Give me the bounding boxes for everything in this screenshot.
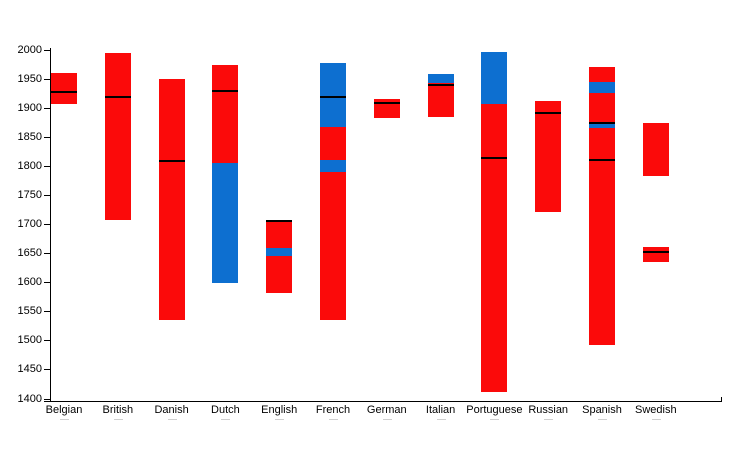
bar-segment-blue (427, 74, 454, 84)
y-tick (44, 253, 50, 255)
bar-segment-red (51, 73, 77, 104)
bar-segment-blue (320, 62, 346, 127)
bar-segment-red (320, 172, 346, 321)
category-label: English (261, 404, 298, 416)
x-axis-line (44, 401, 722, 402)
y-axis-line (50, 48, 51, 402)
category-minor-tick (651, 419, 661, 420)
category-minor-tick (60, 419, 69, 420)
bar-segment-red (481, 104, 508, 393)
y-tick-label: 1450 (17, 363, 42, 376)
category-minor-tick (221, 419, 231, 420)
bar-marker-line (642, 250, 669, 253)
bar-segment-blue (212, 163, 239, 283)
y-tick-label: 1950 (17, 72, 42, 85)
bar-marker-line (266, 220, 293, 222)
y-tick-label: 1400 (17, 392, 42, 405)
bar-segment-red (589, 93, 615, 122)
category-minor-tick (598, 419, 607, 420)
y-tick (44, 340, 50, 342)
bar-segment-red (589, 66, 615, 82)
category-label: British (102, 404, 134, 416)
category-minor-tick (275, 419, 285, 420)
y-tick-label: 1750 (17, 188, 42, 201)
x-axis-end-tick (721, 397, 722, 401)
bar-marker-line (535, 111, 562, 114)
category-label: Danish (154, 404, 189, 416)
y-tick (44, 194, 50, 196)
bar-marker-line (158, 160, 185, 163)
bar-segment-red (320, 126, 346, 160)
category-label: Belgian (45, 404, 83, 416)
category-minor-tick (490, 419, 500, 420)
category-label: Swedish (635, 404, 677, 416)
y-tick (44, 224, 50, 225)
bar-segment-blue (589, 81, 615, 94)
y-tick (44, 369, 50, 371)
bar-segment-blue (266, 247, 293, 257)
y-tick-label: 1650 (17, 247, 42, 260)
y-tick-label: 2000 (17, 43, 42, 56)
category-minor-tick (544, 419, 554, 420)
bar-segment-red (589, 127, 615, 345)
bar-segment-blue (320, 159, 346, 173)
bar-segment-red (642, 247, 669, 262)
bar-marker-line (589, 158, 615, 161)
y-tick (44, 107, 50, 109)
category-label: Dutch (211, 404, 240, 416)
y-tick (44, 398, 50, 400)
category-label: German (366, 404, 407, 416)
bar-marker-line (104, 95, 131, 98)
y-tick (44, 78, 50, 80)
category-label: Portuguese (466, 404, 523, 416)
y-tick (44, 311, 50, 313)
bar-segment-red (158, 79, 185, 321)
bar-segment-red (266, 221, 293, 248)
bar-marker-line (589, 121, 615, 124)
bar-marker-line (212, 89, 239, 92)
category-minor-tick (113, 419, 123, 420)
category-minor-tick (329, 419, 338, 420)
bar-marker-line (427, 83, 454, 86)
bar-segment-red (266, 256, 293, 293)
category-minor-tick (382, 419, 392, 420)
y-tick-label: 1550 (17, 305, 42, 318)
y-tick-label: 1500 (17, 334, 42, 347)
category-minor-tick (167, 419, 177, 420)
bar-segment-red (427, 83, 454, 117)
bar-marker-line (373, 101, 400, 104)
bar-segment-red (642, 123, 669, 177)
bar-marker-line (320, 95, 346, 98)
y-tick-label: 1800 (17, 159, 42, 172)
y-tick (44, 49, 50, 51)
y-tick (44, 282, 50, 284)
bar-marker-line (51, 90, 77, 93)
y-tick (44, 136, 50, 138)
bar-segment-red (535, 101, 562, 213)
y-tick (44, 165, 50, 167)
category-label: French (315, 404, 351, 416)
category-label: Spanish (582, 404, 622, 416)
bar-segment-red (212, 65, 239, 164)
y-tick-label: 1600 (17, 276, 42, 289)
y-tick-label: 1900 (17, 101, 42, 114)
category-minor-tick (436, 419, 446, 420)
y-tick-label: 1700 (17, 218, 42, 230)
category-label: Russian (528, 404, 569, 416)
category-label: Italian (425, 404, 456, 416)
bar-marker-line (481, 156, 508, 159)
bar-segment-red (104, 52, 131, 220)
y-tick-label: 1850 (17, 130, 42, 143)
bar-segment-blue (589, 121, 615, 128)
bar-segment-blue (481, 51, 508, 105)
